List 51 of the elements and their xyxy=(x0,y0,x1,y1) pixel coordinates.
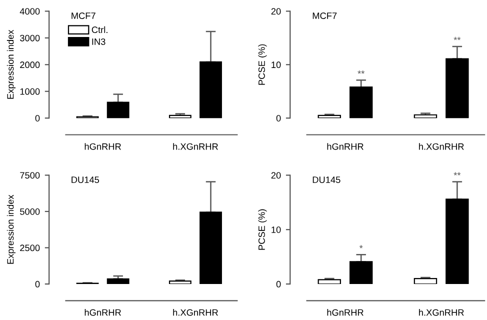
x-tick-label: hGnRHR xyxy=(84,309,121,316)
x-tick-label: hGnRHR xyxy=(84,143,121,150)
y-tick-label: 10 xyxy=(272,62,281,68)
bar xyxy=(168,280,192,284)
y-axis-title: Expression index xyxy=(6,194,16,264)
annotation: ** xyxy=(454,36,461,40)
legend-label: IN3 xyxy=(92,38,106,45)
y-tick-label: 2500 xyxy=(20,244,40,252)
bar xyxy=(318,279,341,284)
bar xyxy=(349,86,373,118)
bar xyxy=(349,261,373,284)
x-tick-label: hGnRHR xyxy=(327,309,364,316)
bar xyxy=(168,114,192,118)
y-tick-label: 0 xyxy=(35,115,40,122)
x-tick-label: h.XGnRHR xyxy=(173,143,218,150)
y-tick-label: 4000 xyxy=(20,8,40,15)
bar xyxy=(414,114,438,118)
annotation: ** xyxy=(358,70,365,74)
y-tick-label: 20 xyxy=(271,172,281,179)
x-tick-label: h.XGnRHR xyxy=(173,309,218,316)
y-tick-label: 0 xyxy=(35,280,40,288)
x-tick-label: hGnRHR xyxy=(327,143,364,150)
chart-title: MCF7 xyxy=(72,12,96,19)
y-axis-title: PCSE (%) xyxy=(258,44,267,85)
bar xyxy=(106,102,130,118)
y-tick-label: 7500 xyxy=(20,172,40,179)
bar xyxy=(200,61,222,118)
bar xyxy=(318,114,341,118)
y-axis-title: Expression index xyxy=(6,30,16,99)
y-tick-label: 1000 xyxy=(20,88,40,95)
y-axis-title: PCSE (%) xyxy=(258,209,267,250)
y-tick-label: 10 xyxy=(272,226,281,234)
y-tick-label: 20 xyxy=(271,8,281,15)
annotation: * xyxy=(359,245,363,248)
y-tick-label: 3000 xyxy=(20,34,40,42)
x-tick-label: h.XGnRHR xyxy=(419,309,464,316)
bar xyxy=(446,198,469,284)
annotation: ** xyxy=(454,172,461,176)
chart-title: MCF7 xyxy=(312,12,337,19)
y-tick-label: 5000 xyxy=(20,208,40,215)
bar xyxy=(446,58,469,118)
bar xyxy=(200,212,222,284)
bar xyxy=(414,278,438,284)
y-tick-label: 0 xyxy=(276,115,281,122)
bar xyxy=(106,278,130,284)
chart-title: DU145 xyxy=(72,176,100,184)
x-tick-label: h.XGnRHR xyxy=(419,143,464,150)
chart-title: DU145 xyxy=(312,176,340,184)
y-tick-label: 0 xyxy=(276,280,281,288)
legend-label: Ctrl. xyxy=(92,26,108,34)
y-tick-label: 2000 xyxy=(20,62,40,68)
